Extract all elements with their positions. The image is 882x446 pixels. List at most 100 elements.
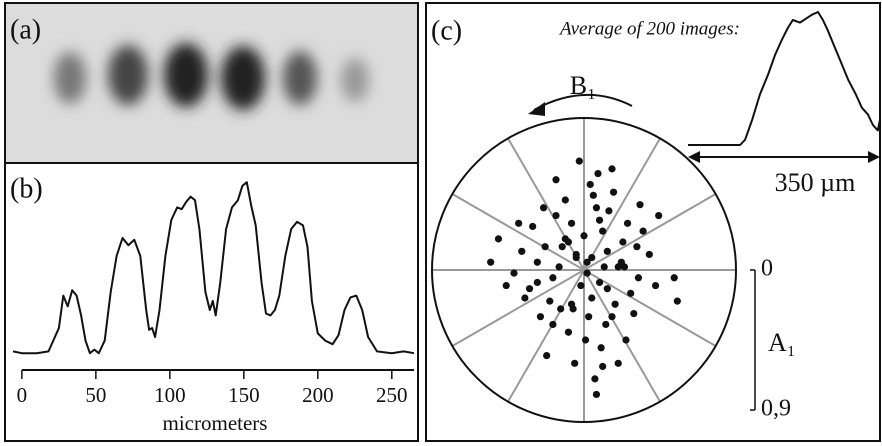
x-tick-label: 250 — [376, 383, 408, 407]
data-line — [688, 11, 881, 146]
scatter-point — [549, 274, 557, 282]
inset-title: Average of 200 images: — [558, 18, 740, 39]
scatter-point — [600, 263, 608, 271]
data-line — [12, 181, 415, 355]
scatter-point — [502, 281, 510, 290]
scatter-point — [636, 201, 644, 209]
x-tick-label: 100 — [154, 383, 186, 407]
scatter-point — [561, 196, 569, 204]
scatter-point — [611, 300, 619, 308]
polar-circle — [431, 117, 737, 423]
scatter-point — [515, 219, 523, 227]
scale-tick-label: 0 — [761, 256, 773, 282]
scatter-point — [608, 165, 616, 173]
scatter-point — [609, 188, 618, 196]
scatter-point — [595, 216, 604, 224]
scatter-point — [588, 294, 596, 302]
polar-grid — [432, 118, 736, 422]
scatter-point — [549, 320, 557, 329]
scatter-point — [591, 375, 599, 383]
x-axis-label: micrometers — [163, 411, 268, 435]
scatter-point — [572, 253, 580, 262]
scatter-point — [597, 344, 605, 352]
scatter-point — [543, 351, 551, 360]
direction-label: B₁ — [570, 71, 596, 100]
scatter-point — [605, 207, 613, 215]
scatter-point — [588, 253, 596, 262]
scatter-point — [603, 247, 611, 255]
scatter-point — [586, 180, 594, 189]
scatter-point — [558, 243, 566, 251]
scatter-point — [627, 289, 635, 297]
scatter-point — [552, 176, 560, 184]
scatter-point — [592, 390, 601, 399]
panel-frame — [4, 162, 419, 442]
scatter-point — [655, 211, 663, 220]
scatter-point — [599, 227, 607, 235]
panel-label: (b) — [10, 173, 43, 204]
scatter-point — [564, 328, 573, 336]
scatter-point — [581, 336, 590, 344]
scatter-point — [670, 274, 678, 282]
x-tick-label: 50 — [85, 383, 106, 407]
scatter-point — [630, 309, 638, 318]
x-tick-label: 150 — [228, 383, 260, 407]
scatter-point — [518, 247, 526, 255]
scatter-point — [569, 305, 577, 313]
scatter-point — [623, 219, 632, 227]
radial-line — [451, 193, 717, 347]
scatter-point — [673, 297, 681, 305]
scatter-point — [575, 157, 583, 165]
scatter-point — [634, 274, 643, 282]
scatter-point — [580, 232, 588, 240]
scatter-point — [546, 297, 554, 305]
scatter-point — [645, 250, 653, 259]
arrow-head — [528, 102, 545, 116]
scatter-point — [510, 269, 518, 277]
scatter-point — [603, 285, 611, 293]
panel-frame — [425, 2, 881, 442]
scatter-point — [529, 222, 537, 231]
scatter-point — [595, 278, 604, 287]
scatter-point — [594, 169, 602, 178]
scatter-point — [536, 313, 545, 321]
scatter-point — [639, 227, 647, 235]
scatter-point — [583, 269, 591, 277]
scatter-point — [555, 263, 563, 271]
scatter-point — [583, 258, 591, 266]
scatter-point — [539, 204, 548, 212]
scatter-point — [614, 359, 622, 367]
scatter-point — [589, 191, 597, 199]
panel-a: (a) — [4, 2, 419, 164]
scatter-point — [619, 238, 627, 246]
scatter-point — [541, 243, 549, 251]
x-tick-label: 0 — [17, 383, 28, 407]
scatter-point — [599, 362, 607, 371]
arrow-head — [688, 151, 700, 163]
x-tick-label: 200 — [302, 383, 334, 407]
scatter-point — [494, 235, 503, 243]
scatter-point — [567, 219, 576, 227]
panel-label: (a) — [10, 14, 41, 45]
scatter-point — [592, 204, 601, 212]
scatter-point — [622, 336, 630, 344]
scatter-point — [571, 359, 579, 367]
scatter-point — [564, 238, 573, 246]
scatter-point — [585, 313, 593, 321]
scatter-point — [620, 263, 629, 271]
scatter-point — [608, 313, 616, 321]
scatter-point — [533, 258, 541, 266]
scatter-point — [651, 281, 660, 290]
blob-image — [54, 43, 369, 110]
panel-label: (c) — [431, 15, 462, 46]
scatter-point — [487, 258, 495, 266]
span-label: 350 µm — [775, 168, 856, 197]
scatter-point — [552, 211, 560, 220]
scatter-point — [577, 281, 585, 290]
scatter-point — [521, 294, 529, 302]
scale-tick-label: 0,9 — [761, 396, 791, 422]
scatter-point — [602, 320, 610, 329]
arrow-head — [868, 151, 880, 163]
scatter-point — [533, 278, 541, 287]
scatter-point — [525, 285, 534, 293]
